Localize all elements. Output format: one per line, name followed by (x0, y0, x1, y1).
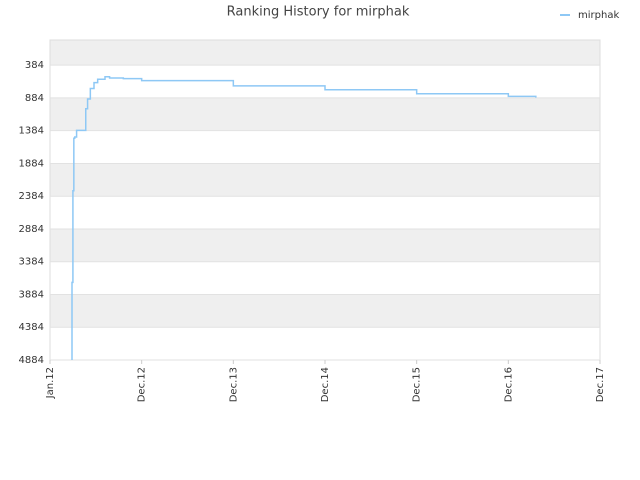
y-tick-label: 3884 (19, 289, 44, 300)
legend-label: mirphak (578, 10, 619, 21)
band (50, 130, 600, 164)
band (50, 40, 600, 66)
x-tick-label: Dec.16 (503, 367, 514, 402)
y-tick-label: 1384 (19, 126, 44, 137)
chart-title: Ranking History for mirphak (227, 5, 410, 20)
y-tick-label: 1884 (19, 158, 44, 169)
band (50, 163, 600, 197)
band (50, 294, 600, 328)
band (50, 65, 600, 98)
band (50, 327, 600, 360)
x-tick-label: Dec.17 (595, 367, 606, 402)
y-tick-label: 884 (25, 93, 44, 104)
x-tick-label: Dec.12 (137, 367, 148, 402)
y-tick-label: 4384 (19, 322, 44, 333)
y-tick-label: 3384 (19, 257, 44, 268)
y-tick-label: 4884 (19, 355, 44, 366)
y-tick-label: 2384 (19, 191, 44, 202)
x-tick-label: Dec.14 (320, 367, 331, 402)
y-tick-label: 384 (25, 60, 44, 71)
x-tick-label: Dec.15 (412, 367, 423, 402)
band (50, 228, 600, 262)
series-line (71, 75, 537, 360)
band (50, 97, 600, 131)
band (50, 196, 600, 229)
band (50, 261, 600, 295)
x-tick-label: Jan.12 (45, 367, 56, 399)
x-tick-label: Dec.13 (228, 367, 239, 402)
y-tick-label: 2884 (19, 224, 44, 235)
